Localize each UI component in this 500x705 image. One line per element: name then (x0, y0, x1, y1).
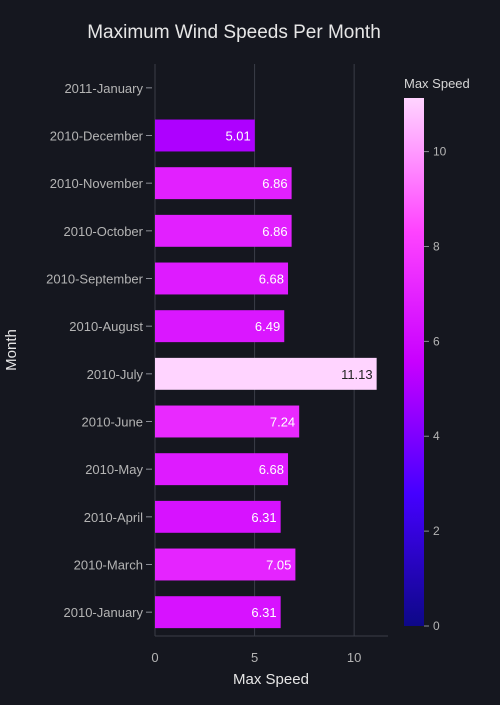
y-tick-label: 2010-November (50, 176, 144, 191)
bar-value-label: 6.68 (259, 272, 284, 287)
bar[interactable] (155, 596, 281, 629)
bar[interactable] (155, 167, 292, 200)
bar-value-label: 6.49 (255, 319, 280, 334)
x-tick-label: 10 (347, 650, 361, 665)
y-tick-label: 2010-April (84, 510, 143, 525)
y-tick-label: 2010-June (82, 415, 143, 430)
y-tick-label: 2010-May (85, 462, 143, 477)
colorbar-tick-label: 6 (433, 334, 440, 348)
colorbar-tick-label: 0 (433, 619, 440, 633)
bar[interactable] (155, 500, 281, 533)
bar[interactable] (155, 405, 300, 438)
chart-title: Maximum Wind Speeds Per Month (87, 22, 381, 43)
bar-value-label: 6.68 (259, 462, 284, 477)
bar[interactable] (155, 357, 377, 390)
y-tick-label: 2010-March (74, 558, 143, 573)
colorbar-tick-label: 8 (433, 239, 440, 253)
colorbar: Max Speed 0 2 4 6 8 10 (404, 76, 470, 633)
bar-value-label: 6.31 (251, 510, 276, 525)
x-tick-label: 0 (151, 650, 158, 665)
bar-value-label: 11.13 (341, 367, 373, 382)
x-axis-title: Max Speed (233, 671, 309, 688)
bar[interactable] (155, 262, 289, 295)
colorbar-title: Max Speed (404, 76, 470, 91)
bar-value-label: 7.24 (270, 415, 295, 430)
bar-value-label: 6.86 (262, 176, 287, 191)
bar[interactable] (155, 119, 255, 152)
colorbar-tick-label: 10 (433, 145, 447, 159)
bar[interactable] (155, 453, 289, 486)
y-tick-label: 2010-January (64, 605, 144, 620)
bar[interactable] (155, 548, 296, 581)
colorbar-tick-label: 2 (433, 524, 440, 538)
y-axis-title: Month (3, 329, 20, 371)
y-tick-label: 2010-September (46, 272, 144, 287)
bar[interactable] (155, 310, 285, 343)
colorbar-tick-label: 4 (433, 429, 440, 443)
colorbar-gradient (404, 98, 424, 626)
y-tick-label: 2010-July (87, 367, 144, 382)
y-tick-label: 2010-December (50, 129, 144, 144)
bar-value-label: 6.86 (262, 224, 287, 239)
y-tick-label: 2010-October (64, 224, 144, 239)
bar-value-label: 7.05 (266, 558, 291, 573)
x-tick-label: 5 (251, 650, 258, 665)
bar-value-label: 6.31 (251, 605, 276, 620)
bar[interactable] (155, 214, 292, 247)
y-tick-label: 2010-August (69, 319, 143, 334)
y-tick-label: 2011-January (64, 81, 143, 96)
bar-value-label: 5.01 (225, 129, 250, 144)
